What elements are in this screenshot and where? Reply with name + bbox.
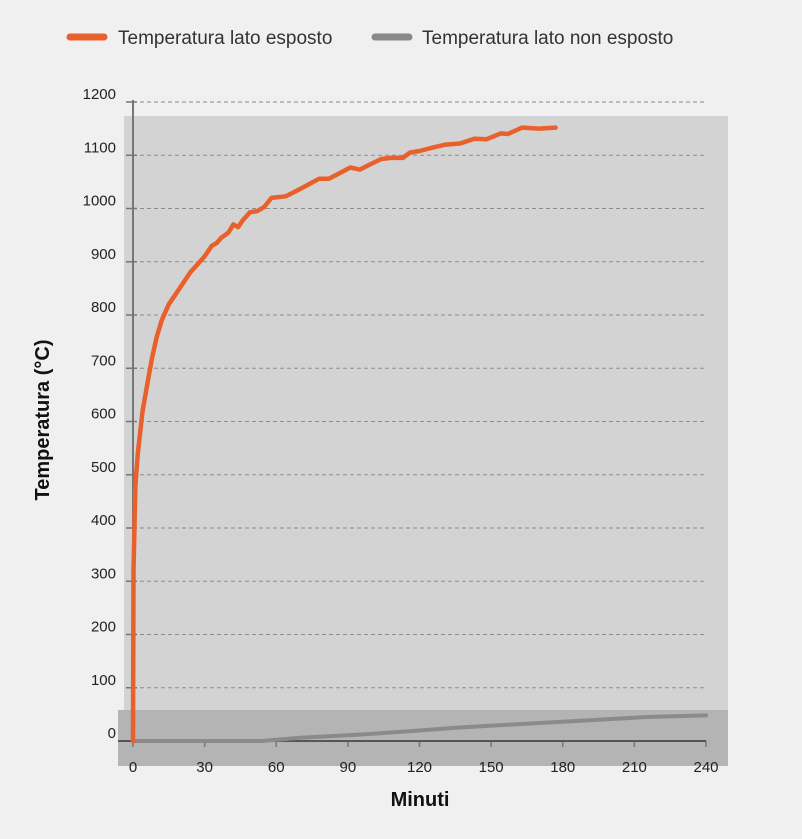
x-tick-label-210: 210 <box>622 759 647 776</box>
x-tick-label-180: 180 <box>550 759 575 776</box>
y-tick-label-900: 900 <box>91 246 116 263</box>
x-axis-ticks: 0 30 60 90 120 150 180 210 240 <box>129 741 719 776</box>
y-axis-title: Temperatura (°C) <box>32 340 54 501</box>
grid-lines <box>133 101 706 689</box>
series-layer <box>130 125 708 744</box>
x-tick-label-30: 30 <box>196 759 213 776</box>
x-tick-label-0: 0 <box>129 759 137 776</box>
plot-background <box>124 116 728 766</box>
y-tick-label-400: 400 <box>91 512 116 529</box>
y-axis-ticks: 0 100 200 300 400 500 600 700 800 900 1000 1100 1200 <box>83 86 137 742</box>
y-tick-label-1100: 1100 <box>84 139 116 156</box>
y-tick-label-500: 500 <box>91 459 116 476</box>
y-tick-label-100: 100 <box>91 672 116 689</box>
y-tick-label-1200: 1200 <box>83 86 116 103</box>
y-tick-label-600: 600 <box>91 406 116 423</box>
x-tick-label-90: 90 <box>340 759 357 776</box>
series-line-exposed <box>130 125 558 744</box>
y-tick-label-300: 300 <box>91 565 116 582</box>
y-tick-label-800: 800 <box>91 299 116 316</box>
x-tick-label-60: 60 <box>268 759 285 776</box>
legend-label-exposed: Temperatura lato esposto <box>118 28 332 49</box>
x-axis-title: Minuti <box>391 789 450 811</box>
x-tick-label-150: 150 <box>479 759 504 776</box>
series-line-unexposed <box>131 713 708 743</box>
y-tick-label-200: 200 <box>91 619 116 636</box>
x-tick-label-120: 120 <box>407 759 432 776</box>
y-tick-label-700: 700 <box>91 352 116 369</box>
legend: Temperatura lato esposto Temperatura lat… <box>66 28 673 49</box>
y-tick-label-1000: 1000 <box>83 193 116 210</box>
legend-label-unexposed: Temperatura lato non esposto <box>422 28 673 49</box>
y-tick-label-0: 0 <box>108 725 116 742</box>
x-tick-label-240: 240 <box>693 759 718 776</box>
